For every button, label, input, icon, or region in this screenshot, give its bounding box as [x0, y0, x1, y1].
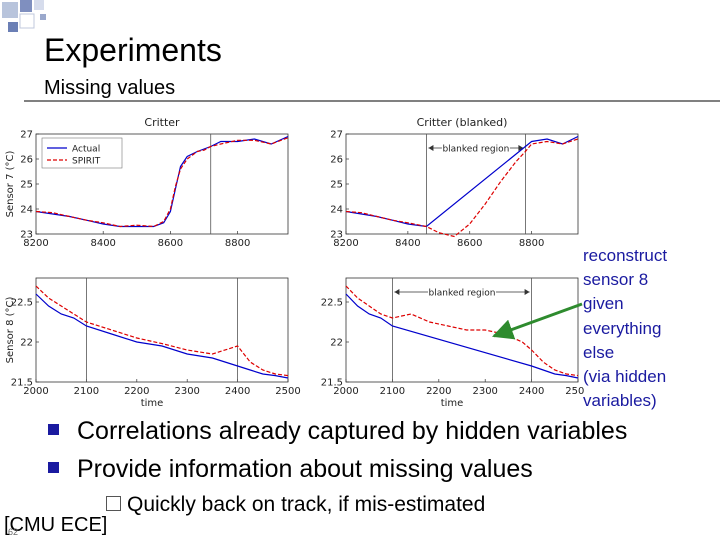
bullet-text: Correlations already captured by hidden …: [77, 417, 628, 445]
series-line-actual: [35, 293, 289, 379]
y-tick-label: 22: [330, 338, 343, 349]
chart-sensor8-blanked: 2000 2100 2200 2300 2400 2500 21.5 22 22.5 time bl…: [321, 277, 584, 408]
y-tick-label: 21.5: [11, 378, 33, 389]
series-line-actual: [345, 293, 579, 379]
x-tick-label: 2100: [74, 386, 99, 397]
bracket-left-arrow: [394, 289, 400, 295]
x-tick-label: 2400: [225, 386, 250, 397]
x-tick-label: 8400: [90, 238, 115, 249]
page-number: 62: [8, 527, 19, 537]
x-tick-label: 8600: [158, 238, 183, 249]
legend-entry: SPIRIT: [72, 157, 101, 167]
series-line-spirit: [35, 285, 289, 377]
x-tick-label: 2200: [124, 386, 149, 397]
sub-bullet-box-icon: [106, 495, 121, 511]
plot-area: [35, 133, 289, 235]
x-tick-label: 2000: [23, 386, 48, 397]
annotation-bg: [428, 286, 496, 298]
chart-critter: Critter 8200 8400 8600 8800 23 24 25 26 27 Sensor …: [5, 116, 289, 249]
chart-title: Critter: [144, 116, 180, 129]
x-tick-label: 8800: [225, 238, 250, 249]
series-line-spirit: [345, 285, 579, 377]
y-tick-label: 22: [20, 338, 33, 349]
y-tick-label: 25: [20, 180, 33, 191]
slide-subtitle: Missing values: [44, 77, 176, 99]
x-tick-label: 8200: [23, 238, 48, 249]
y-tick-label: 23: [330, 230, 343, 241]
x-tick-label: 8400: [395, 238, 420, 249]
x-tick-label: 8800: [519, 238, 544, 249]
bullet-item: Correlations already captured by hidden …: [48, 416, 627, 446]
x-tick-label: 2300: [472, 386, 497, 397]
x-tick-label: 2500: [565, 386, 584, 397]
y-tick-label: 22.5: [11, 298, 33, 309]
annotation-text: reconstruct sensor 8 given everything el…: [583, 246, 668, 411]
y-tick-label: 22.5: [321, 298, 343, 309]
annotation-bg: [441, 142, 510, 154]
chart-annotation: blanked region: [442, 145, 509, 155]
x-tick-label: 2100: [380, 386, 405, 397]
x-axis-label: time: [441, 398, 464, 408]
x-tick-label: 2000: [333, 386, 358, 397]
y-tick-label: 26: [330, 155, 343, 166]
x-tick-label: 8200: [333, 238, 358, 249]
sub-bullet-text: Quickly back on track, if mis-estimated: [127, 493, 486, 516]
bracket-left-arrow: [428, 145, 434, 151]
y-tick-label: 27: [20, 130, 33, 141]
chart-title: Critter (blanked): [417, 116, 508, 129]
chart-annotation: blanked region: [429, 289, 496, 299]
x-tick-label: 2400: [519, 386, 544, 397]
x-axis-label: time: [141, 398, 164, 408]
bracket-right-arrow: [524, 289, 530, 295]
title-divider: [24, 100, 720, 102]
bullet-square-icon: [48, 461, 59, 473]
y-tick-label: 21.5: [321, 378, 343, 389]
footer-label: [CMU ECE]: [4, 514, 108, 536]
series-line-spirit: [35, 137, 289, 228]
x-tick-label: 2200: [426, 386, 451, 397]
y-tick-label: 26: [20, 155, 33, 166]
x-tick-label: 2300: [174, 386, 199, 397]
x-tick-label: 8600: [457, 238, 482, 249]
chart-sensor8: 2000 2100 2200 2300 2400 2500 21.5 22 22.5 time Se…: [5, 277, 301, 408]
y-axis-label: Sensor 8 (°C): [5, 297, 16, 364]
slide-title: Experiments: [44, 32, 222, 68]
y-tick-label: 24: [330, 205, 343, 216]
annotation-arrow: [492, 302, 583, 340]
bracket-right-arrow: [518, 145, 524, 151]
chart-critter-blanked: Critter (blanked) 8200 8400 8600 8800 23 24 25 2…: [330, 116, 579, 249]
legend-box: [41, 137, 123, 169]
y-tick-label: 23: [20, 230, 33, 241]
y-tick-label: 27: [330, 130, 343, 141]
bullet-square-icon: [48, 423, 59, 435]
plot-area: [35, 277, 289, 383]
legend-entry: Actual: [72, 145, 100, 155]
x-tick-label: 2500: [275, 386, 300, 397]
corner-decoration: [2, 0, 46, 32]
sub-bullet-item: Quickly back on track, if mis-estimated: [106, 492, 485, 518]
series-line-spirit: [345, 138, 579, 238]
bullet-text: Provide information about missing values: [77, 455, 533, 483]
y-axis-label: Sensor 7 (°C): [5, 151, 16, 218]
y-tick-label: 24: [20, 205, 33, 216]
y-tick-label: 25: [330, 180, 343, 191]
bullet-item: Provide information about missing values: [48, 454, 533, 484]
